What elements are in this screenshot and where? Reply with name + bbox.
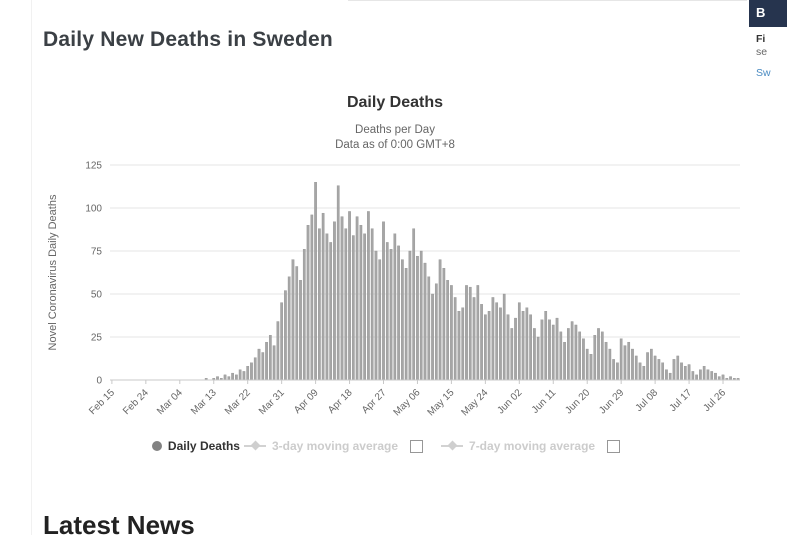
latest-news-heading: Latest News bbox=[43, 510, 195, 540]
svg-text:Jun 20: Jun 20 bbox=[563, 387, 592, 416]
svg-text:Feb 15: Feb 15 bbox=[87, 387, 117, 417]
svg-text:Jul 26: Jul 26 bbox=[701, 387, 728, 414]
series-diamond-marker-icon bbox=[243, 440, 266, 451]
svg-text:May 15: May 15 bbox=[426, 387, 457, 418]
svg-text:Jun 29: Jun 29 bbox=[597, 387, 626, 416]
svg-text:Apr 27: Apr 27 bbox=[360, 387, 389, 416]
promo-text-line-2: se bbox=[756, 46, 768, 58]
svg-text:75: 75 bbox=[91, 247, 103, 258]
series-circle-marker-icon bbox=[151, 441, 162, 451]
svg-text:Apr 09: Apr 09 bbox=[292, 387, 321, 416]
legend-label-daily-deaths: Daily Deaths bbox=[167, 439, 240, 453]
svg-text:Jul 08: Jul 08 bbox=[634, 387, 661, 414]
svg-text:May 24: May 24 bbox=[460, 387, 491, 418]
svg-text:Mar 31: Mar 31 bbox=[257, 387, 287, 417]
legend-item-7day-moving-average[interactable]: 7-day moving average bbox=[441, 439, 595, 453]
svg-text:50: 50 bbox=[91, 290, 103, 301]
svg-text:Apr 18: Apr 18 bbox=[326, 387, 355, 416]
page-title: Daily New Deaths in Sweden bbox=[43, 28, 333, 51]
daily-deaths-chart: Daily Deaths Deaths per Day Data as of 0… bbox=[42, 90, 748, 453]
svg-text:100: 100 bbox=[85, 204, 102, 215]
chart-subtitle-line-1: Deaths per Day bbox=[355, 124, 435, 136]
svg-text:Jul 17: Jul 17 bbox=[668, 387, 695, 414]
svg-text:25: 25 bbox=[91, 333, 103, 344]
legend-item-daily-deaths[interactable]: Daily Deaths bbox=[151, 439, 240, 453]
chart-legend: Daily Deaths 3-day moving average 7-day … bbox=[42, 439, 748, 453]
svg-text:Mar 04: Mar 04 bbox=[155, 387, 185, 417]
svg-text:0: 0 bbox=[96, 376, 102, 387]
chart-subtitle-line-2: Data as of 0:00 GMT+8 bbox=[335, 139, 455, 151]
chart-title: Daily Deaths bbox=[346, 94, 444, 111]
legend-label-3day-ma: 3-day moving average bbox=[271, 439, 399, 453]
promo-link[interactable]: Sw bbox=[756, 67, 771, 79]
series-diamond-marker-icon bbox=[441, 440, 464, 451]
svg-text:Mar 13: Mar 13 bbox=[189, 387, 219, 417]
promo-text-line-1: Fi bbox=[756, 33, 766, 45]
svg-text:Mar 22: Mar 22 bbox=[223, 387, 253, 417]
legend-label-7day-ma: 7-day moving average bbox=[469, 439, 596, 453]
top-divider bbox=[348, 0, 747, 1]
svg-text:Feb 24: Feb 24 bbox=[121, 387, 151, 417]
promo-header: B bbox=[749, 0, 787, 27]
svg-text:Jun 11: Jun 11 bbox=[530, 387, 559, 416]
legend-item-3day-moving-average[interactable]: 3-day moving average bbox=[243, 439, 399, 453]
svg-text:125: 125 bbox=[85, 161, 102, 172]
svg-text:May 06: May 06 bbox=[392, 387, 423, 418]
legend-checkbox-3day-ma[interactable] bbox=[410, 439, 424, 453]
svg-text:Jun 02: Jun 02 bbox=[495, 387, 524, 416]
legend-checkbox-7day-ma[interactable] bbox=[607, 439, 621, 453]
promo-panel: B Fi se Sw bbox=[749, 0, 787, 92]
left-divider bbox=[31, 0, 32, 535]
svg-text:Novel Coronavirus Daily Deaths: Novel Coronavirus Daily Deaths bbox=[47, 194, 59, 350]
